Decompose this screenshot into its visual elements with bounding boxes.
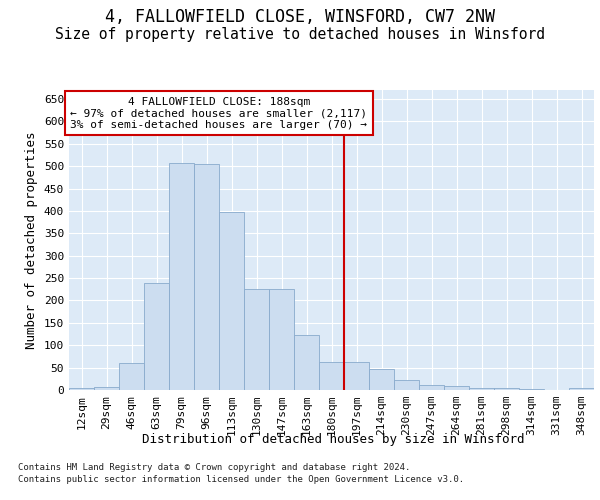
Bar [219, 212, 244, 390]
Text: Contains HM Land Registry data © Crown copyright and database right 2024.: Contains HM Land Registry data © Crown c… [18, 464, 410, 472]
Bar [394, 380, 419, 390]
Bar [294, 336, 319, 390]
Bar [519, 389, 544, 390]
Text: 4, FALLOWFIELD CLOSE, WINSFORD, CW7 2NW: 4, FALLOWFIELD CLOSE, WINSFORD, CW7 2NW [105, 8, 495, 26]
Bar [69, 388, 94, 390]
Bar [119, 363, 144, 390]
Bar [469, 388, 494, 390]
Bar [319, 362, 344, 390]
Text: 4 FALLOWFIELD CLOSE: 188sqm
← 97% of detached houses are smaller (2,117)
3% of s: 4 FALLOWFIELD CLOSE: 188sqm ← 97% of det… [71, 96, 367, 130]
Bar [569, 388, 594, 390]
Bar [244, 290, 269, 390]
Text: Size of property relative to detached houses in Winsford: Size of property relative to detached ho… [55, 28, 545, 42]
Bar [444, 386, 469, 390]
Text: Distribution of detached houses by size in Winsford: Distribution of detached houses by size … [142, 432, 524, 446]
Bar [344, 362, 369, 390]
Bar [269, 290, 294, 390]
Bar [169, 163, 194, 390]
Text: Contains public sector information licensed under the Open Government Licence v3: Contains public sector information licen… [18, 475, 464, 484]
Bar [419, 384, 444, 390]
Bar [369, 368, 394, 390]
Bar [94, 387, 119, 390]
Bar [494, 388, 519, 390]
Y-axis label: Number of detached properties: Number of detached properties [25, 131, 38, 349]
Bar [194, 164, 219, 390]
Bar [144, 282, 169, 390]
